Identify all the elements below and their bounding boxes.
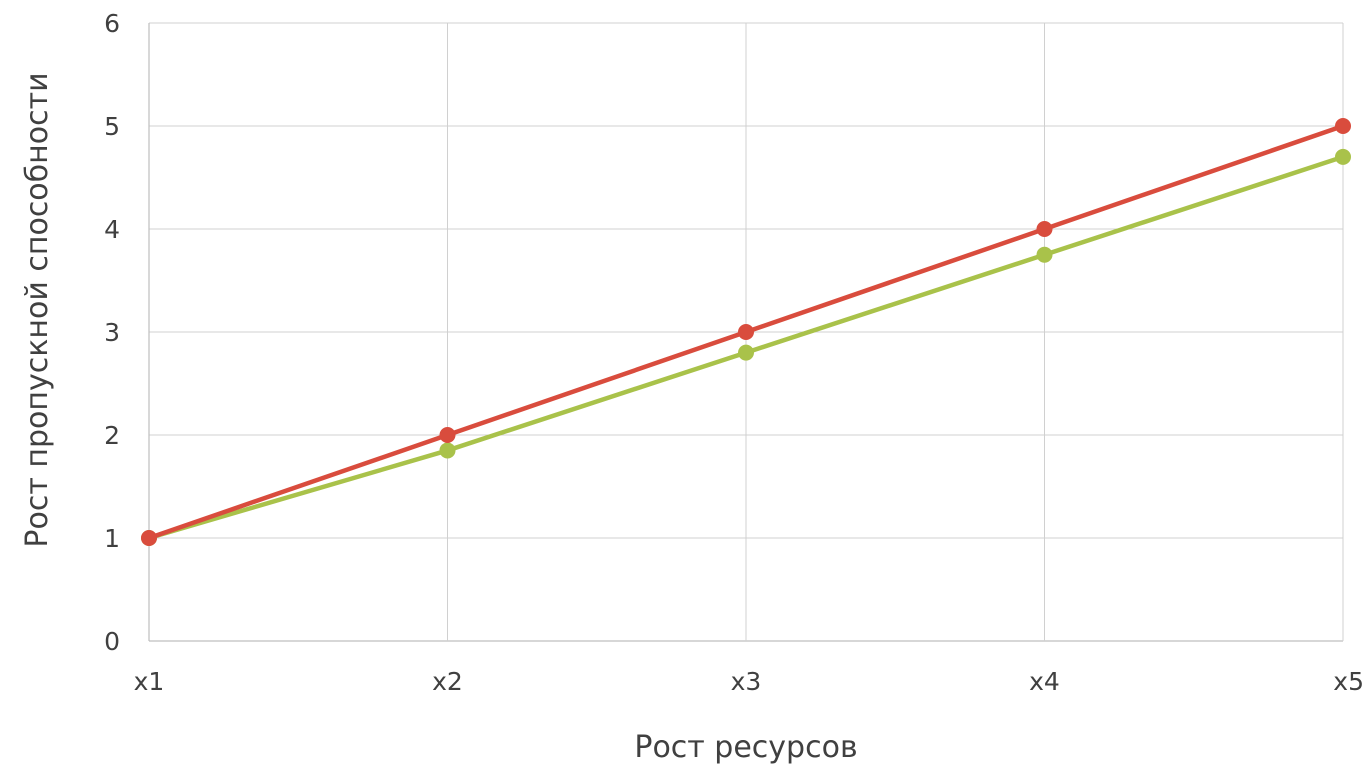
y-tick-label: 5 [104,112,120,141]
x-tick-label: x2 [432,667,463,696]
data-point [738,324,754,340]
data-point [1335,148,1351,165]
y-tick-label: 0 [104,627,120,656]
y-axis-title: Рост пропускной способности [20,72,55,547]
data-point [738,344,754,361]
x-tick-label: x1 [134,667,165,696]
y-tick-label: 4 [104,215,120,244]
data-point [439,427,456,443]
x-tick-label: x3 [731,667,762,696]
data-point [1036,221,1053,237]
data-point [439,442,456,459]
x-tick-label: x4 [1029,667,1060,696]
y-tick-label: 2 [104,421,120,450]
y-axis-ticks: 0 1 2 3 4 5 6 [104,9,120,656]
x-axis-ticks: x1 x2 x3 x4 x5 [134,667,1364,696]
data-point [1335,118,1351,134]
data-point [1036,246,1053,263]
y-tick-label: 6 [104,9,120,38]
y-tick-label: 3 [104,318,120,347]
data-point [141,530,157,546]
y-tick-label: 1 [104,524,120,553]
x-tick-label: x5 [1333,667,1364,696]
x-axis-title: Рост ресурсов [634,730,857,765]
series-lines [141,118,1351,546]
